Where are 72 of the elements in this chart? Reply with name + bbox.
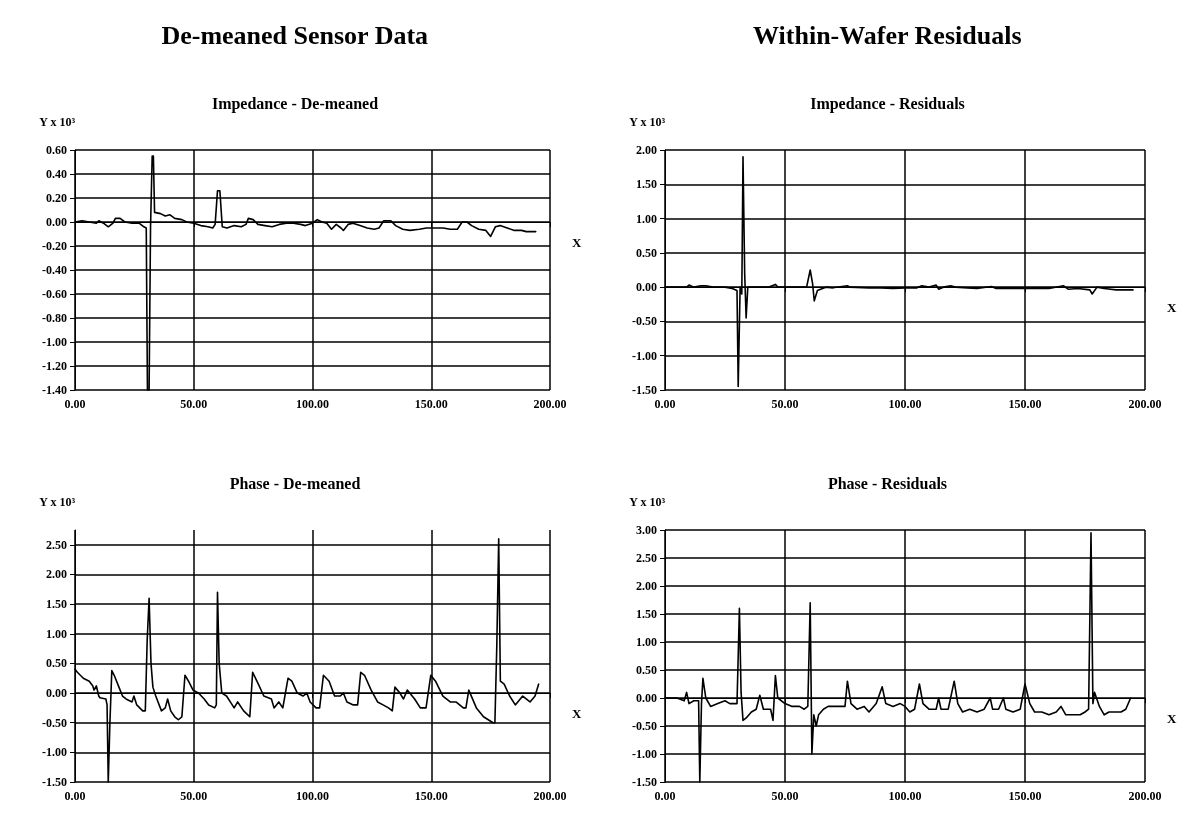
y-tick-label: 1.00: [636, 635, 657, 649]
x-tick-label: 50.00: [771, 397, 799, 411]
y-tick-label: -1.50: [632, 775, 657, 789]
y-tick-label: -1.40: [42, 383, 67, 397]
chart-title: Phase - Residuals: [827, 474, 948, 492]
chart-title: Impedance - Residuals: [810, 94, 965, 113]
x-tick-label: 150.00: [414, 789, 448, 803]
y-tick-label: 0.00: [636, 280, 657, 295]
x-tick-label: 100.00: [296, 789, 329, 803]
y-tick-label: 0.40: [46, 167, 67, 181]
y-tick-label: -0.20: [42, 239, 67, 253]
y-tick-label: 1.50: [636, 177, 657, 192]
y-tick-label: -1.50: [632, 383, 657, 397]
chart-title: Impedance - De-meaned: [211, 94, 379, 113]
y-tick-label: 0.50: [46, 656, 67, 671]
y-tick-label: 1.50: [46, 597, 67, 612]
y-axis-title: Y x 10³: [629, 495, 666, 509]
x-tick-label: 0.00: [64, 397, 86, 411]
x-tick-label: 200.00: [1128, 789, 1162, 803]
y-tick-label: -1.20: [42, 359, 67, 373]
y-tick-label: 0.50: [636, 663, 657, 677]
x-tick-label: 100.00: [888, 789, 922, 803]
y-tick-label: 0.00: [46, 215, 67, 229]
y-tick-label: 2.00: [46, 567, 67, 582]
x-tick-label: 0.00: [654, 397, 676, 411]
y-axis-title: Y x 10³: [629, 115, 666, 129]
y-tick-label: -0.60: [42, 287, 67, 301]
y-tick-label: -0.50: [632, 719, 657, 733]
y-axis-title: Y x 10³: [39, 495, 76, 509]
y-tick-label: 2.50: [636, 551, 657, 565]
text: De-meaned Sensor Data: [161, 20, 429, 50]
x-tick-label: 50.00: [771, 789, 799, 803]
y-tick-label: 0.20: [46, 191, 67, 205]
y-axis-title: Y x 10³: [39, 115, 76, 129]
y-tick-label: 1.00: [46, 626, 67, 641]
y-tick-label: 2.50: [46, 537, 67, 552]
x-tick-label: 50.00: [180, 789, 208, 803]
x-tick-label: 200.00: [533, 789, 567, 803]
x-axis-title: X: [1167, 711, 1177, 726]
y-tick-label: -1.00: [42, 335, 67, 349]
x-axis-title: X: [1167, 300, 1177, 316]
x-tick-label: 150.00: [414, 397, 448, 411]
y-tick-label: 2.00: [636, 143, 657, 157]
x-tick-label: 150.00: [1008, 397, 1042, 411]
x-axis-title: X: [572, 706, 582, 722]
y-tick-label: -1.50: [42, 775, 67, 789]
x-tick-label: 100.00: [296, 397, 329, 411]
y-tick-label: -0.80: [42, 311, 67, 325]
x-tick-label: 100.00: [888, 397, 922, 411]
y-tick-label: 1.00: [636, 211, 657, 226]
y-tick-label: 2.00: [636, 579, 657, 593]
x-tick-label: 150.00: [1008, 789, 1042, 803]
y-tick-label: -1.00: [632, 747, 657, 761]
x-tick-label: 0.00: [64, 789, 86, 803]
y-tick-label: -0.50: [632, 314, 657, 329]
x-tick-label: 200.00: [533, 397, 567, 411]
x-tick-label: 50.00: [180, 397, 208, 411]
x-tick-label: 0.00: [654, 789, 676, 803]
y-tick-label: 0.60: [46, 143, 67, 157]
text: Within-Wafer Residuals: [753, 20, 1022, 50]
y-tick-label: 3.00: [636, 523, 657, 537]
y-tick-label: -0.50: [42, 715, 67, 730]
chart-title: Phase - De-meaned: [229, 474, 361, 492]
y-tick-label: 1.50: [636, 607, 657, 621]
x-tick-label: 200.00: [1128, 397, 1162, 411]
y-tick-label: -1.00: [632, 348, 657, 363]
y-tick-label: 0.00: [46, 686, 67, 701]
y-tick-label: -1.00: [42, 745, 67, 760]
y-tick-label: -0.40: [42, 263, 67, 277]
x-axis-title: X: [572, 235, 582, 250]
y-tick-label: 0.00: [636, 691, 657, 705]
y-tick-label: 0.50: [636, 245, 657, 260]
